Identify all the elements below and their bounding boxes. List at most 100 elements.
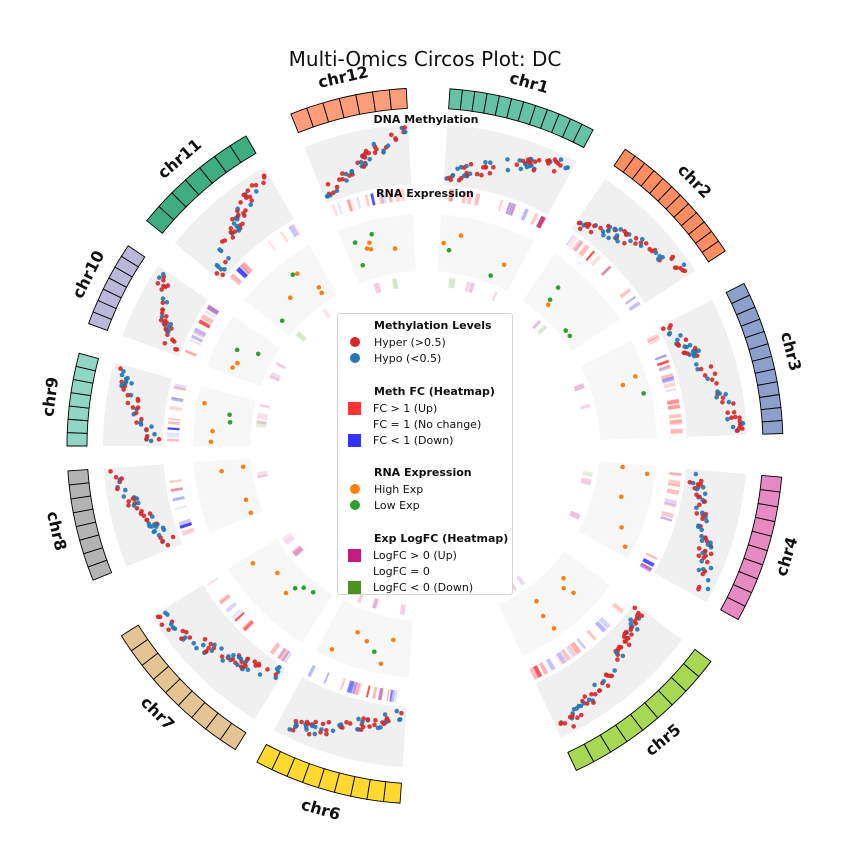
methylation-point (306, 731, 312, 737)
meth-fc-cell (370, 193, 376, 206)
methylation-point (144, 434, 150, 439)
methylation-point (134, 506, 140, 511)
methylation-point (226, 255, 231, 261)
methylation-point (518, 166, 524, 172)
scatter-tracks (108, 125, 746, 737)
methylation-point (136, 500, 141, 506)
methylation-point (455, 166, 460, 172)
methylation-point (253, 189, 259, 194)
methylation-point (402, 129, 408, 135)
methylation-point (737, 419, 743, 424)
exp-logfc-cell (448, 277, 456, 289)
meth-fc-cell (280, 231, 289, 242)
methylation-point (681, 262, 687, 268)
rna-expression-point (235, 360, 240, 366)
rna-expression-point (219, 468, 224, 474)
meth-fc-cell (337, 202, 343, 215)
methylation-point (678, 333, 683, 338)
methylation-point (614, 233, 620, 238)
ideogram-cell-chr10 (120, 245, 146, 268)
methylation-point (231, 653, 236, 658)
methylation-point (606, 235, 611, 241)
meth-fc-cell (307, 664, 316, 678)
methylation-point (123, 487, 128, 493)
rna-expression-point (567, 333, 573, 339)
methylation-point (577, 226, 583, 232)
methylation-point (326, 719, 332, 725)
methylation-point (253, 182, 259, 188)
methylation-point (121, 387, 126, 392)
meth-fc-cell (570, 642, 581, 655)
methylation-point (628, 625, 634, 630)
meth-fc-cell (346, 199, 354, 212)
methylation-point (182, 635, 188, 640)
legend-swatch-logfc-up (348, 548, 361, 562)
methylation-point (580, 698, 585, 704)
rna-expression-point (540, 613, 546, 619)
methylation-point (126, 503, 131, 508)
meth-track-bg-chr5 (535, 603, 683, 738)
methylation-point (119, 476, 124, 481)
methylation-point (220, 272, 225, 278)
methylation-point (147, 511, 153, 516)
rna-expression-point (563, 328, 568, 333)
methylation-point (372, 150, 378, 155)
rna-expression-point (294, 271, 300, 277)
methylation-point (163, 610, 168, 616)
meth-fc-cell (536, 215, 546, 229)
methylation-point (243, 193, 248, 199)
methylation-point (612, 226, 617, 232)
methylation-point (691, 351, 697, 357)
meth-fc-cell (204, 310, 216, 319)
meth-fc-cell (339, 678, 346, 691)
meth-fc-cell (521, 208, 529, 221)
methylation-point (157, 275, 162, 280)
meth-fc-cell (576, 638, 586, 650)
meth-fc-cell (243, 620, 255, 632)
methylation-point (696, 567, 702, 573)
meth-fc-cell (218, 593, 231, 604)
meth-fc-cell (448, 189, 455, 202)
methylation-point (365, 717, 371, 722)
rna-expression-point (250, 561, 256, 566)
methylation-point (179, 636, 184, 641)
methylation-point (696, 546, 702, 551)
exp-logfc-cell (356, 592, 365, 604)
meth-fc-cell (231, 273, 242, 284)
methylation-point (239, 664, 244, 669)
exp-logfc-cell (257, 412, 269, 421)
meth-fc-cell (239, 264, 251, 275)
methylation-point (373, 718, 378, 723)
meth-fc-cell (450, 189, 454, 202)
methylation-point (119, 379, 124, 385)
exp-logfc-cell (256, 420, 267, 425)
meth-fc-cell (378, 687, 384, 701)
rna-expression-point (243, 497, 249, 503)
methylation-point (562, 721, 568, 726)
meth-fc-cell (664, 499, 677, 507)
rna-expression-point (310, 590, 316, 595)
meth-fc-cell (387, 190, 393, 203)
methylation-point (643, 241, 649, 246)
methylation-point (606, 223, 611, 229)
meth-fc-cell (642, 559, 654, 567)
exp-logfc-cell (281, 532, 293, 542)
legend-swatch-fc-down (348, 433, 361, 447)
methylation-point (170, 337, 175, 343)
methylation-point (135, 405, 141, 410)
methylation-point (660, 254, 665, 260)
methylation-point (624, 231, 629, 236)
methylation-point (361, 716, 366, 721)
methylation-point (692, 345, 698, 351)
methylation-point (274, 666, 280, 671)
ideogram-cell-chr12 (372, 89, 392, 113)
exp-logfc-cell (257, 470, 268, 475)
meth-fc-cell (193, 330, 206, 339)
rna-expression-point (619, 494, 624, 500)
methylation-point (320, 721, 326, 727)
rna-track-bg-chr4 (578, 461, 657, 559)
methylation-point (588, 229, 594, 235)
meth-fc-cell (520, 208, 528, 221)
methylation-point (162, 341, 168, 346)
meth-fc-cell (225, 601, 238, 613)
